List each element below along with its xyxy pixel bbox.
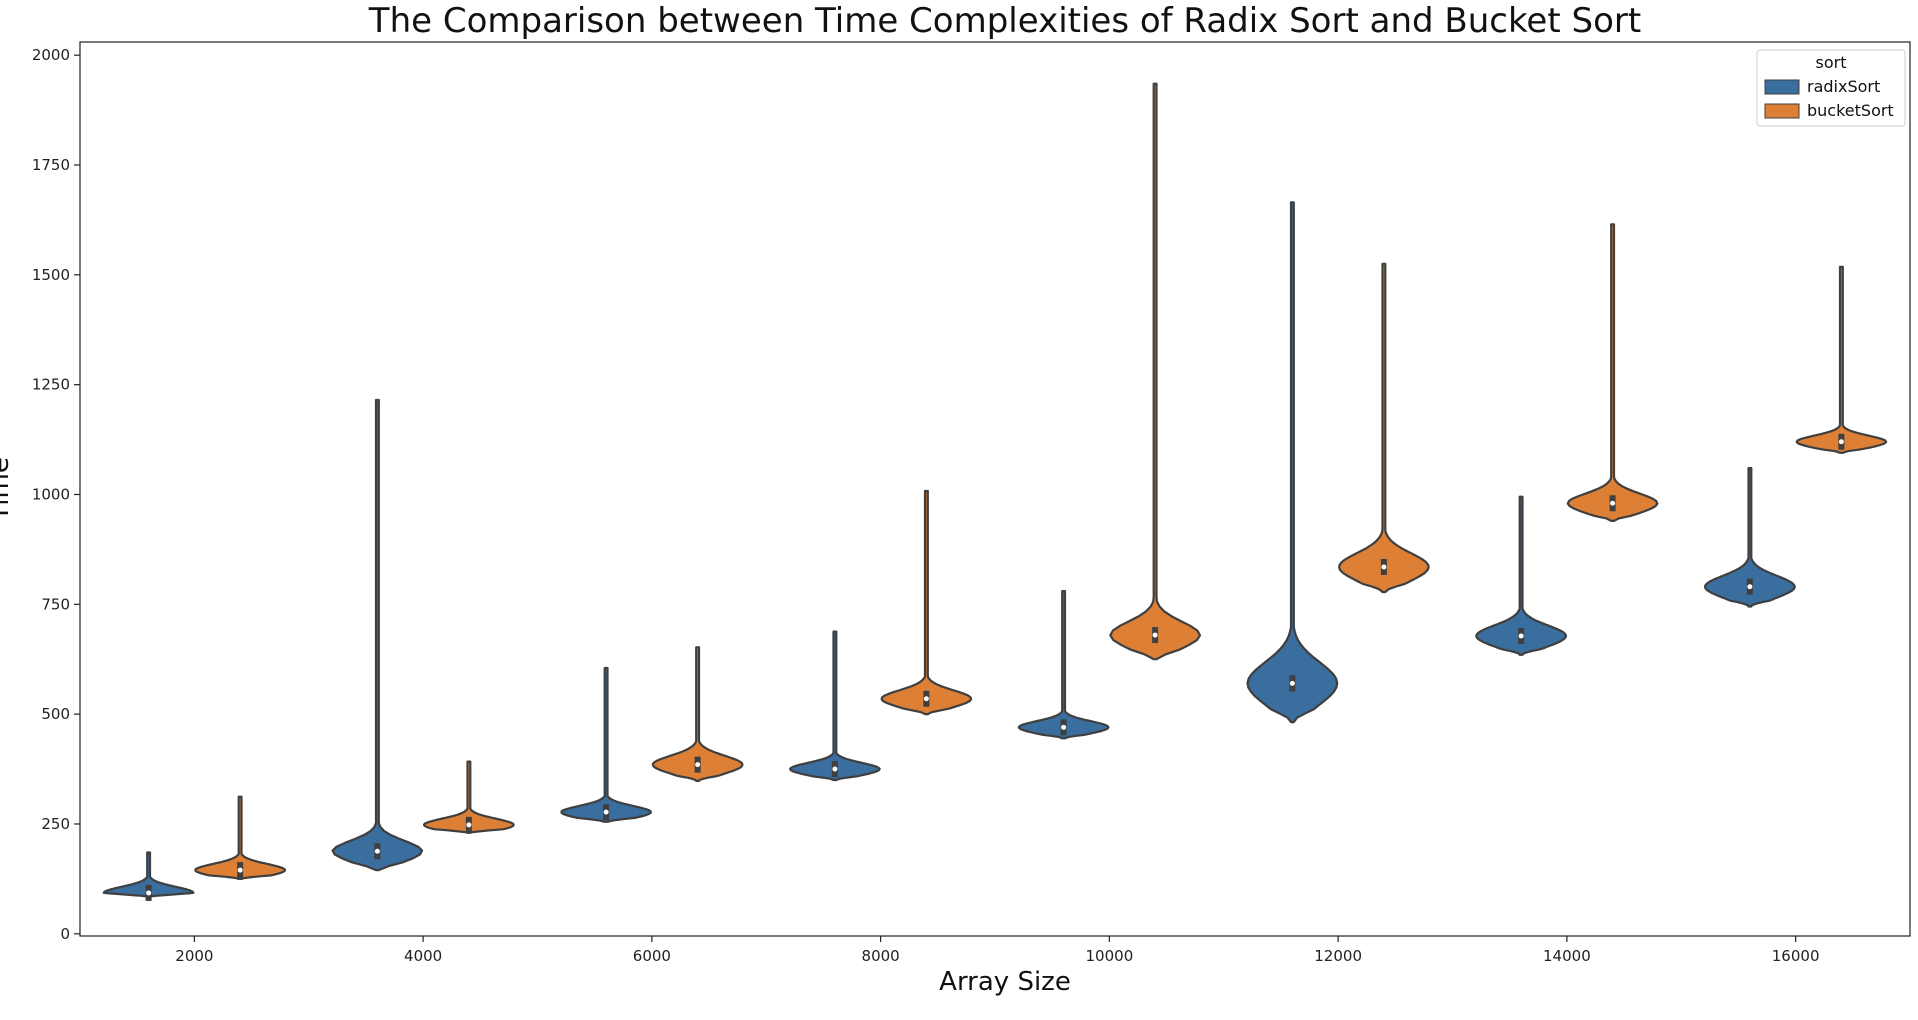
x-axis: 2000 4000 6000 8000 10000 12000 14000 16000 [175,936,1819,965]
violin-bucketSort-0 [194,795,287,880]
violin-median [1152,632,1158,638]
violin-median [832,766,838,772]
x-tick-label: 2000 [175,947,213,965]
y-tick-label: 0 [60,925,70,943]
violin-median [1610,500,1616,506]
y-tick-label: 250 [41,815,70,833]
violin-radixSort-4 [1017,590,1110,740]
y-tick-label: 1750 [32,156,70,174]
violin-median [146,890,152,896]
violin-median [695,762,701,768]
x-tick-label: 12000 [1314,947,1362,965]
violin-median [1289,680,1295,686]
x-tick-label: 10000 [1086,947,1134,965]
violin-median [1747,584,1753,590]
y-tick-label: 750 [41,595,70,613]
violin-bucketSort-5 [1338,262,1430,594]
violin-bucketSort-4 [1109,82,1202,661]
legend-swatch-bucketSort [1764,103,1800,119]
violin-radixSort-1 [331,398,424,872]
y-axis-title: Time [0,457,15,522]
violins-layer [102,82,1888,901]
legend-label-bucketSort: bucketSort [1807,101,1894,120]
y-axis: 0 250 500 750 1000 1250 1500 1750 2000 [32,46,80,943]
y-tick-label: 1500 [32,266,70,284]
legend-label-radixSort: radixSort [1807,77,1880,96]
x-tick-label: 16000 [1772,947,1820,965]
violin-bucketSort-3 [880,489,973,716]
x-axis-title: Array Size [939,967,1071,997]
violin-radixSort-3 [789,630,881,782]
violin-radixSort-6 [1475,495,1567,656]
x-tick-label: 4000 [404,947,442,965]
violin-median [1061,724,1067,730]
x-tick-label: 14000 [1543,947,1591,965]
y-tick-label: 1250 [32,376,70,394]
y-tick-label: 500 [41,705,70,723]
plot-frame [79,41,1911,937]
violin-median [1381,564,1387,570]
violin-radixSort-2 [560,666,652,823]
x-tick-label: 6000 [633,947,671,965]
legend-title: sort [1816,53,1847,72]
violin-median [1518,633,1524,639]
violin-bucketSort-7 [1795,265,1888,454]
y-tick-label: 1000 [32,485,70,503]
legend-swatch-radixSort [1764,79,1800,95]
violin-radixSort-7 [1703,467,1796,608]
violin-median [466,822,472,828]
violin-bucketSort-2 [651,646,744,782]
x-tick-label: 8000 [862,947,900,965]
chart-title: The Comparison between Time Complexities… [368,1,1641,41]
violin-bucketSort-6 [1566,223,1659,522]
violin-median [923,696,929,702]
violin-median [374,848,380,854]
violin-median [237,867,243,873]
legend: sort radixSort bucketSort [1756,49,1906,127]
violin-radixSort-0 [102,851,195,898]
violin-median [1838,439,1844,445]
violin-bucketSort-1 [423,760,515,834]
y-tick-label: 2000 [32,46,70,64]
violin-radixSort-5 [1246,201,1339,724]
violin-median [603,809,609,815]
